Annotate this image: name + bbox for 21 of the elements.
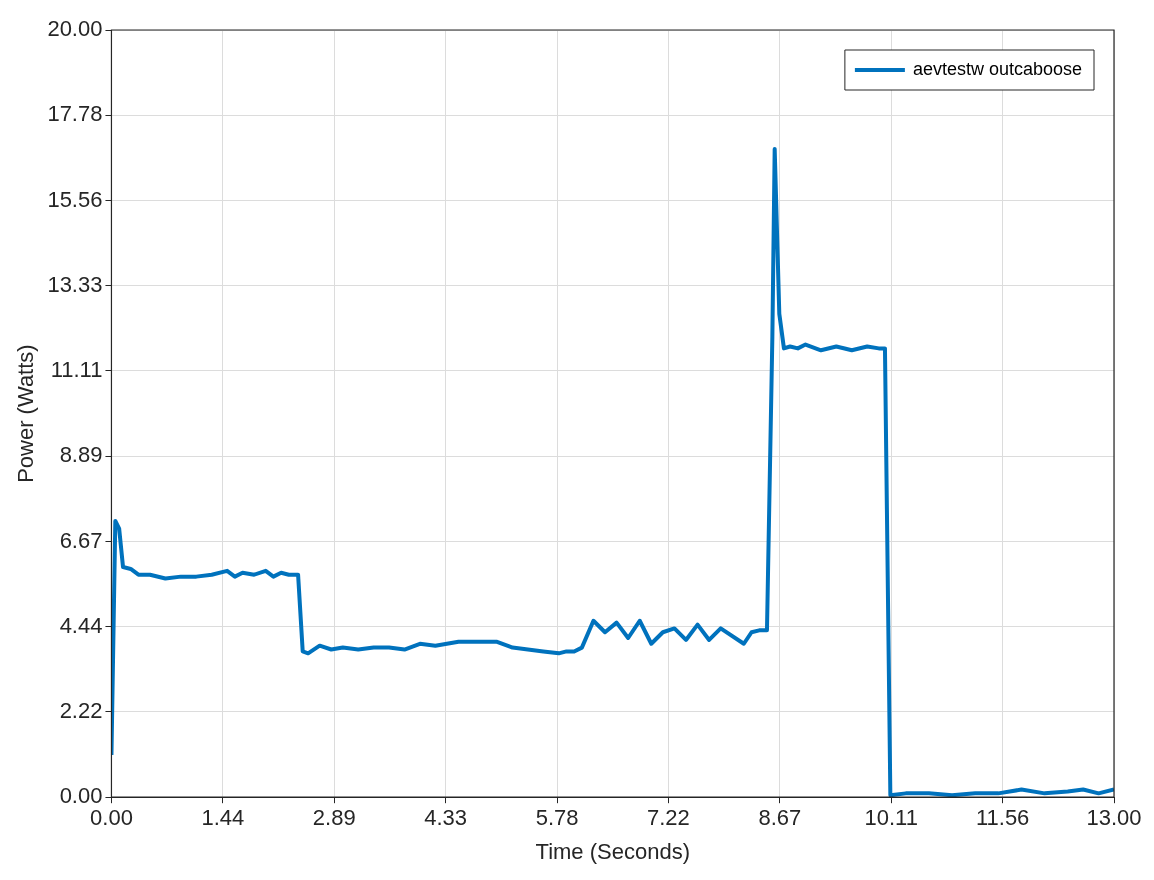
legend-label: aevtestw outcaboose — [912, 58, 1083, 79]
x-tick-label: 4.33 — [424, 805, 468, 831]
x-tick-label: 13.00 — [1086, 805, 1142, 831]
x-tick-label: 1.44 — [201, 805, 245, 831]
y-tick-label: 11.11 — [50, 357, 103, 383]
y-axis-title: Power (Watts) — [13, 344, 39, 483]
x-tick-label: 10.11 — [864, 805, 918, 831]
y-tick-label: 20.00 — [47, 16, 103, 42]
y-tick-label: 17.78 — [47, 101, 103, 127]
x-tick-label: 5.78 — [535, 805, 579, 831]
y-tick-label: 8.89 — [59, 442, 103, 468]
x-axis-title: Time (Seconds) — [535, 838, 690, 864]
x-tick-label: 2.89 — [312, 805, 356, 831]
y-tick-label: 13.33 — [47, 271, 103, 297]
y-tick-label: 4.44 — [59, 612, 103, 638]
x-tick-label: 11.56 — [975, 805, 1030, 831]
y-tick-label: 6.67 — [59, 527, 103, 553]
y-tick-label: 15.56 — [47, 186, 103, 212]
x-tick-label: 8.67 — [758, 805, 802, 831]
y-tick-label: 2.22 — [59, 698, 103, 724]
x-tick-label: 7.22 — [646, 805, 690, 831]
